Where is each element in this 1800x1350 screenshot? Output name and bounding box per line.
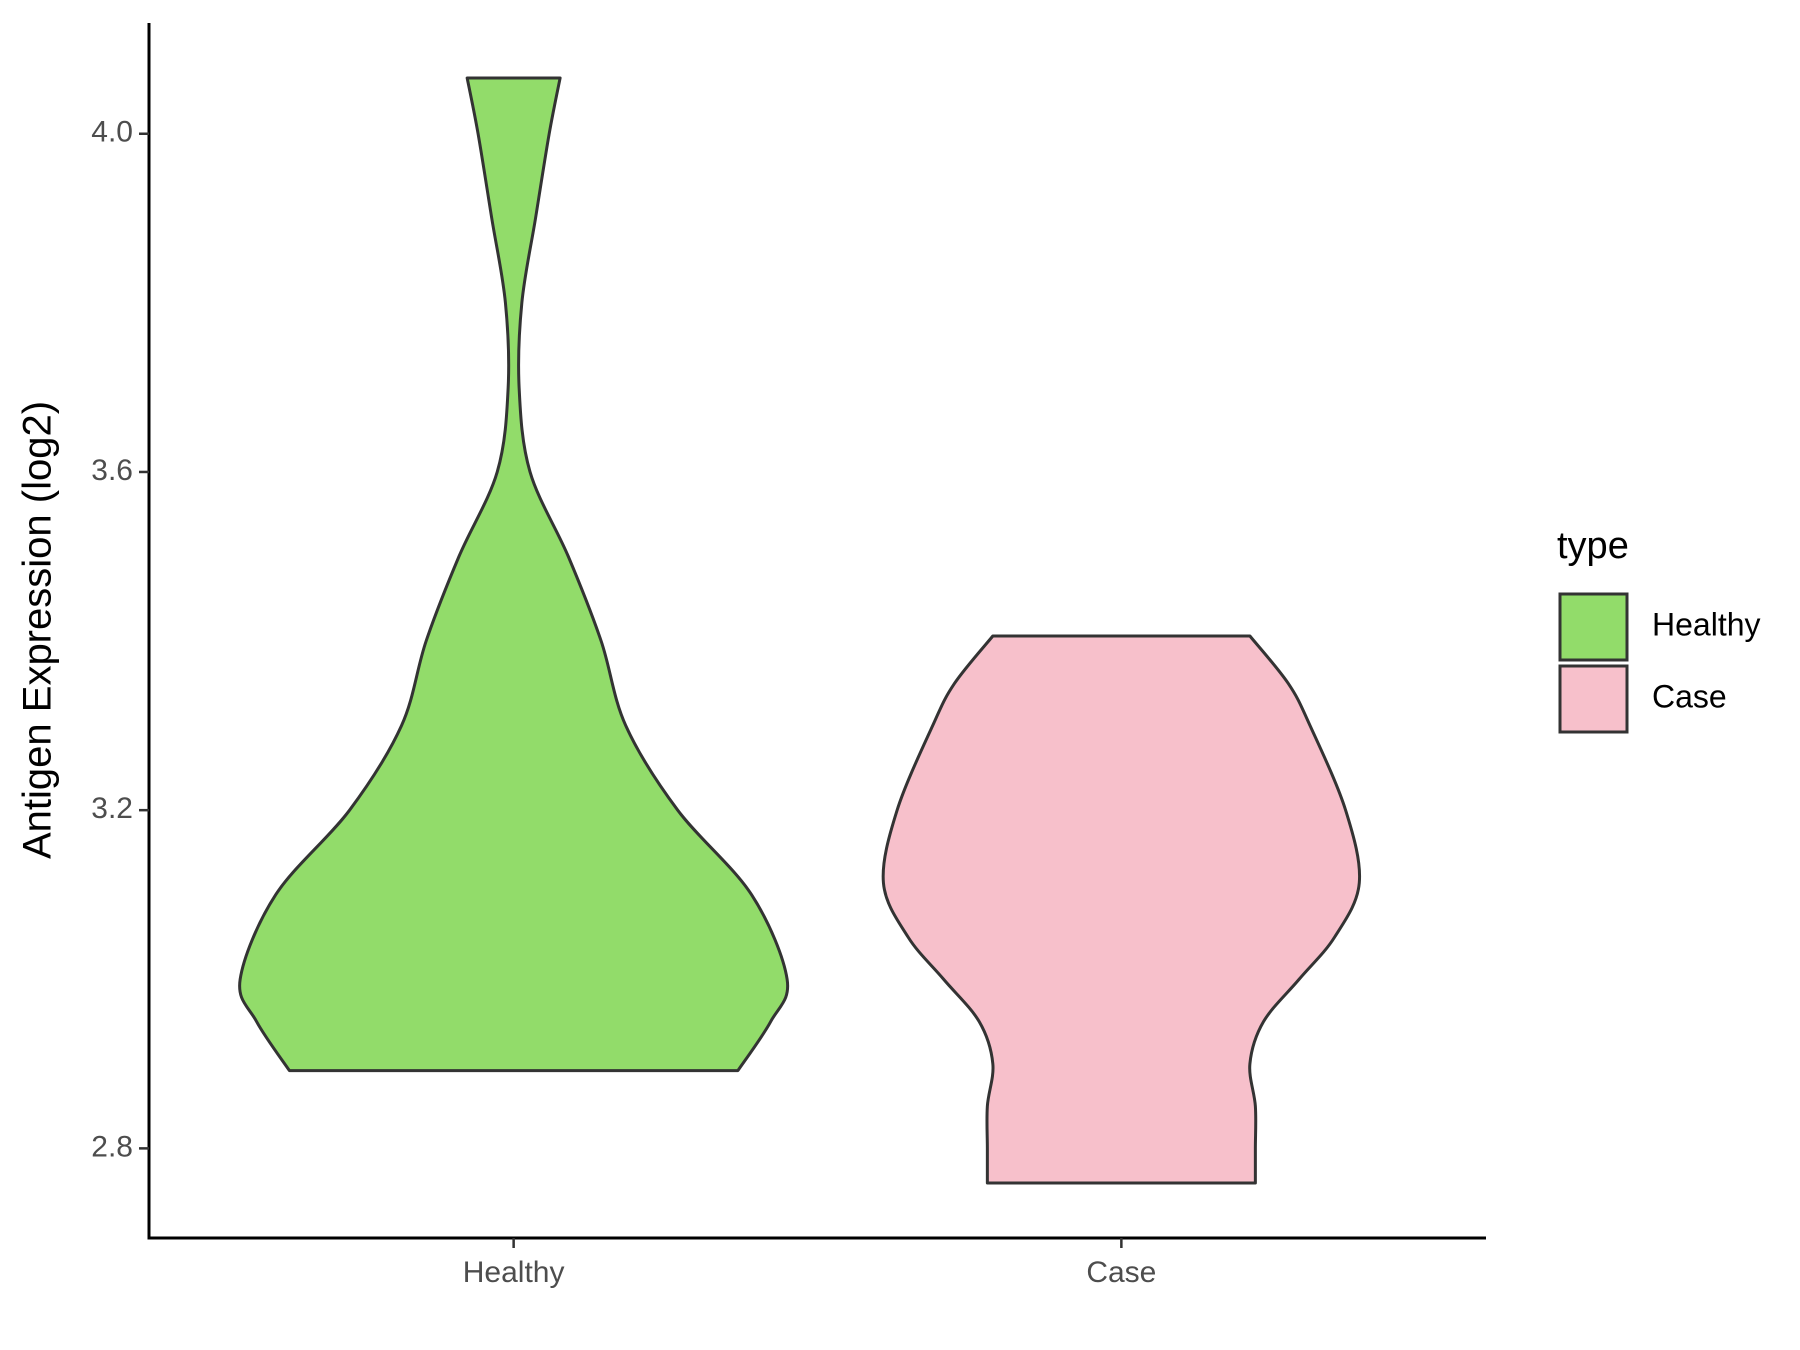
legend-label: Healthy [1652, 606, 1761, 642]
legend-key [1558, 664, 1629, 734]
violin [238, 76, 790, 1073]
violin [881, 634, 1362, 1185]
y-tick-label: 2.8 [91, 1130, 133, 1163]
legend-key [1558, 592, 1629, 662]
legend-label: Case [1652, 678, 1727, 714]
x-tick-label: Healthy [463, 1256, 565, 1289]
y-tick-label: 3.6 [91, 454, 133, 487]
y-tick-label: 3.2 [91, 792, 133, 825]
y-tick-label: 4.0 [91, 116, 133, 149]
legend-title: type [1557, 525, 1629, 567]
y-axis-title: Antigen Expression (log2) [16, 401, 60, 859]
x-tick-label: Case [1086, 1256, 1156, 1289]
